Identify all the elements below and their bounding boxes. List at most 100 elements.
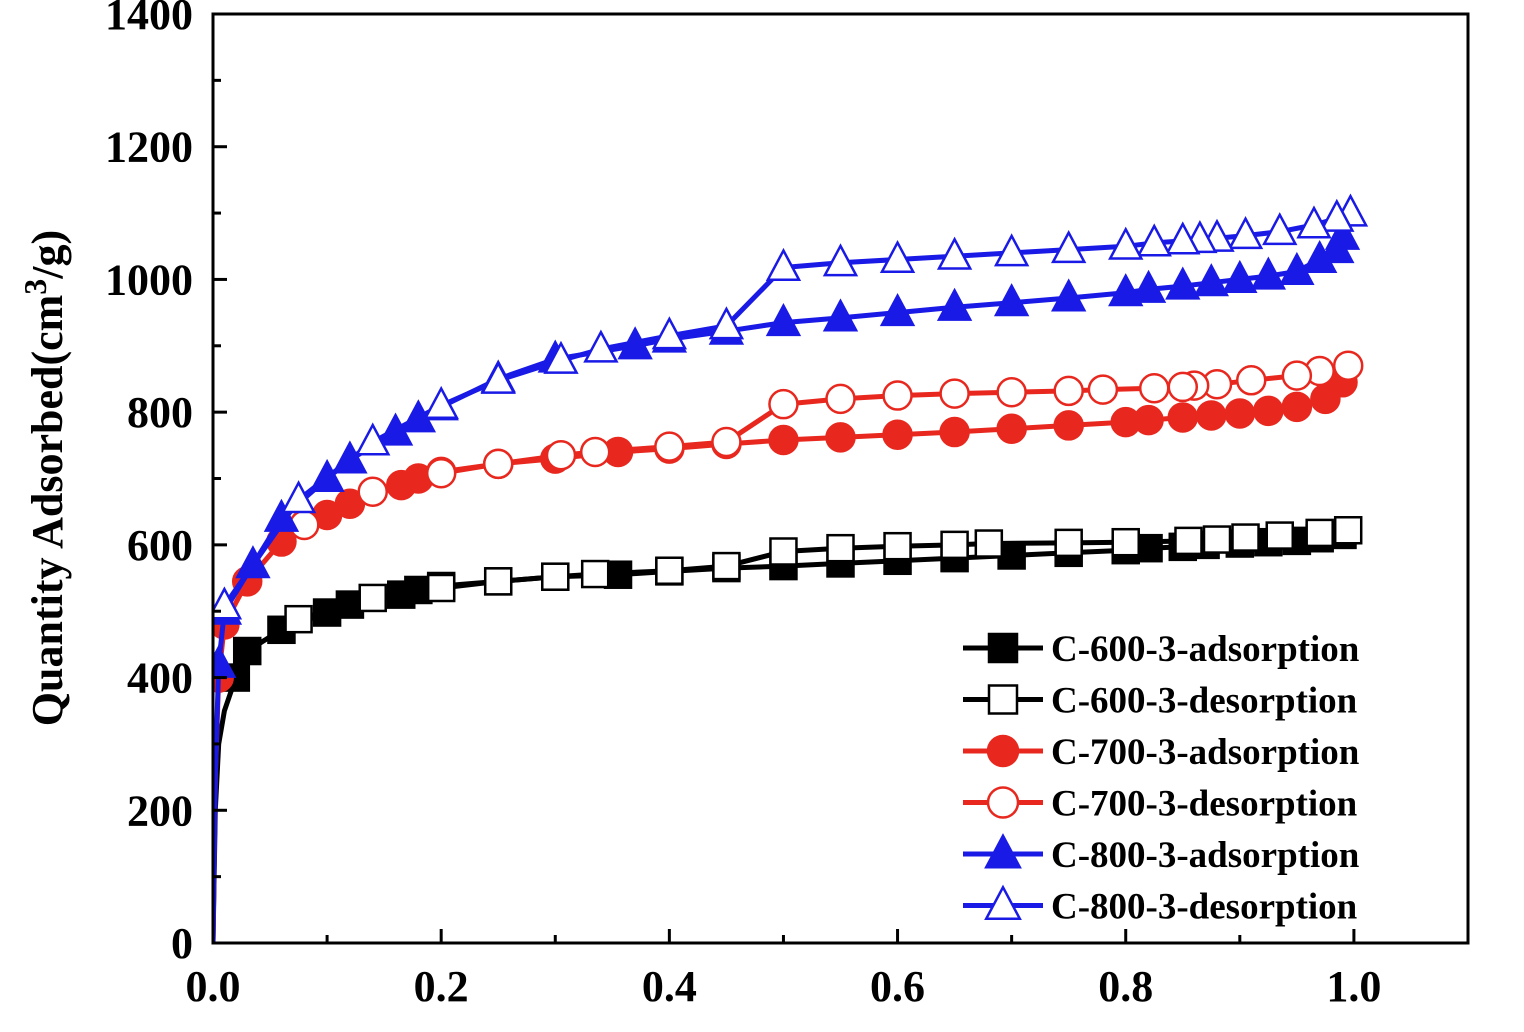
data-point <box>1332 350 1364 381</box>
data-point <box>280 480 317 514</box>
x-tick-label: 0.6 <box>870 962 925 1011</box>
data-point <box>1265 521 1294 550</box>
data-point <box>651 316 688 350</box>
y-tick-label: 800 <box>127 388 193 437</box>
data-point <box>940 530 969 560</box>
data-point <box>993 283 1030 317</box>
data-point <box>483 567 513 596</box>
series-C-600-3-desorption <box>284 516 1363 634</box>
data-point <box>1087 374 1119 405</box>
data-point <box>765 247 802 282</box>
data-point <box>1139 373 1170 404</box>
data-point <box>974 529 1004 558</box>
data-point <box>213 644 237 678</box>
data-point <box>1222 259 1258 293</box>
x-tick-label: 1.0 <box>1326 962 1381 1011</box>
data-point <box>543 340 579 374</box>
data-point <box>1250 256 1287 290</box>
data-point <box>822 243 859 277</box>
data-point <box>825 383 856 415</box>
legend-label: C-700-3-desorption <box>1051 784 1358 825</box>
data-point <box>1333 516 1363 545</box>
data-point <box>1231 523 1260 552</box>
data-point <box>545 440 577 471</box>
legend-item: C-600-3-desorption <box>963 681 1358 722</box>
y-tick-label: 0 <box>171 919 193 968</box>
data-point <box>1050 229 1087 264</box>
data-point <box>1227 216 1264 250</box>
data-point <box>712 551 741 581</box>
data-point <box>939 378 970 409</box>
data-point <box>1165 266 1201 300</box>
x-tick-label: 0.2 <box>414 962 469 1011</box>
data-point <box>1133 404 1164 436</box>
data-point <box>654 431 685 462</box>
data-point <box>355 422 391 456</box>
legend-label: C-800-3-adsorption <box>1051 835 1360 876</box>
data-point <box>579 436 611 468</box>
data-point <box>1324 216 1361 250</box>
data-point <box>939 416 970 448</box>
legend-marker <box>987 632 1019 664</box>
data-point <box>708 306 745 340</box>
data-point <box>1130 269 1167 303</box>
series-C-700-3-desorption <box>289 350 1364 541</box>
x-tick-label: 0.8 <box>1098 962 1153 1011</box>
data-point <box>1253 395 1284 427</box>
data-point <box>996 413 1027 444</box>
data-point <box>1167 371 1199 403</box>
data-point <box>768 388 799 420</box>
legend-marker <box>987 684 1019 715</box>
legend-item: C-800-3-adsorption <box>963 833 1360 876</box>
legend-item: C-600-3-adsorption <box>963 629 1360 670</box>
legend-marker <box>984 833 1022 869</box>
legend-label: C-700-3-adsorption <box>1051 732 1360 773</box>
x-tick-label: 0.0 <box>186 962 241 1011</box>
data-point <box>232 636 262 666</box>
y-tick-label: 1400 <box>105 0 193 39</box>
data-point <box>1167 402 1199 433</box>
data-point <box>768 424 799 456</box>
data-point <box>1193 263 1229 297</box>
data-point <box>996 376 1027 408</box>
data-point <box>882 419 913 450</box>
data-point <box>583 329 619 363</box>
data-point <box>1305 518 1334 548</box>
data-point <box>883 531 912 561</box>
data-point <box>936 236 973 270</box>
x-tick-label: 0.4 <box>642 962 697 1011</box>
data-point <box>1281 360 1313 391</box>
data-point <box>580 559 610 589</box>
data-point <box>358 583 387 613</box>
data-point <box>1281 391 1313 423</box>
data-point <box>1136 223 1172 257</box>
data-point <box>655 556 684 585</box>
data-point <box>541 562 570 591</box>
data-point <box>993 233 1030 267</box>
data-point <box>357 476 388 508</box>
legend-label: C-800-3-desorption <box>1051 887 1358 928</box>
data-point <box>1296 205 1332 239</box>
data-point <box>826 533 855 563</box>
y-tick-label: 1000 <box>105 255 193 304</box>
series-C-800-3-desorption <box>213 193 1369 620</box>
data-point <box>1053 375 1084 407</box>
data-point <box>1319 198 1355 232</box>
y-axis-title-main: Quantity Adsorbed(cm <box>23 295 72 726</box>
data-point <box>1111 527 1140 557</box>
data-point <box>1202 525 1232 554</box>
data-point <box>1174 526 1203 556</box>
legend-item: C-800-3-desorption <box>963 884 1358 928</box>
data-point <box>769 537 798 566</box>
y-axis-title-unit: /g) <box>23 230 72 280</box>
y-axis-title: Quantity Adsorbed(cm3/g) <box>17 230 72 726</box>
data-point <box>1224 398 1256 429</box>
data-point <box>1054 528 1083 558</box>
data-point <box>426 573 456 603</box>
data-point <box>482 448 514 480</box>
data-point <box>825 422 856 453</box>
data-point <box>765 302 802 337</box>
data-point <box>711 426 742 458</box>
legend-marker <box>986 734 1020 768</box>
